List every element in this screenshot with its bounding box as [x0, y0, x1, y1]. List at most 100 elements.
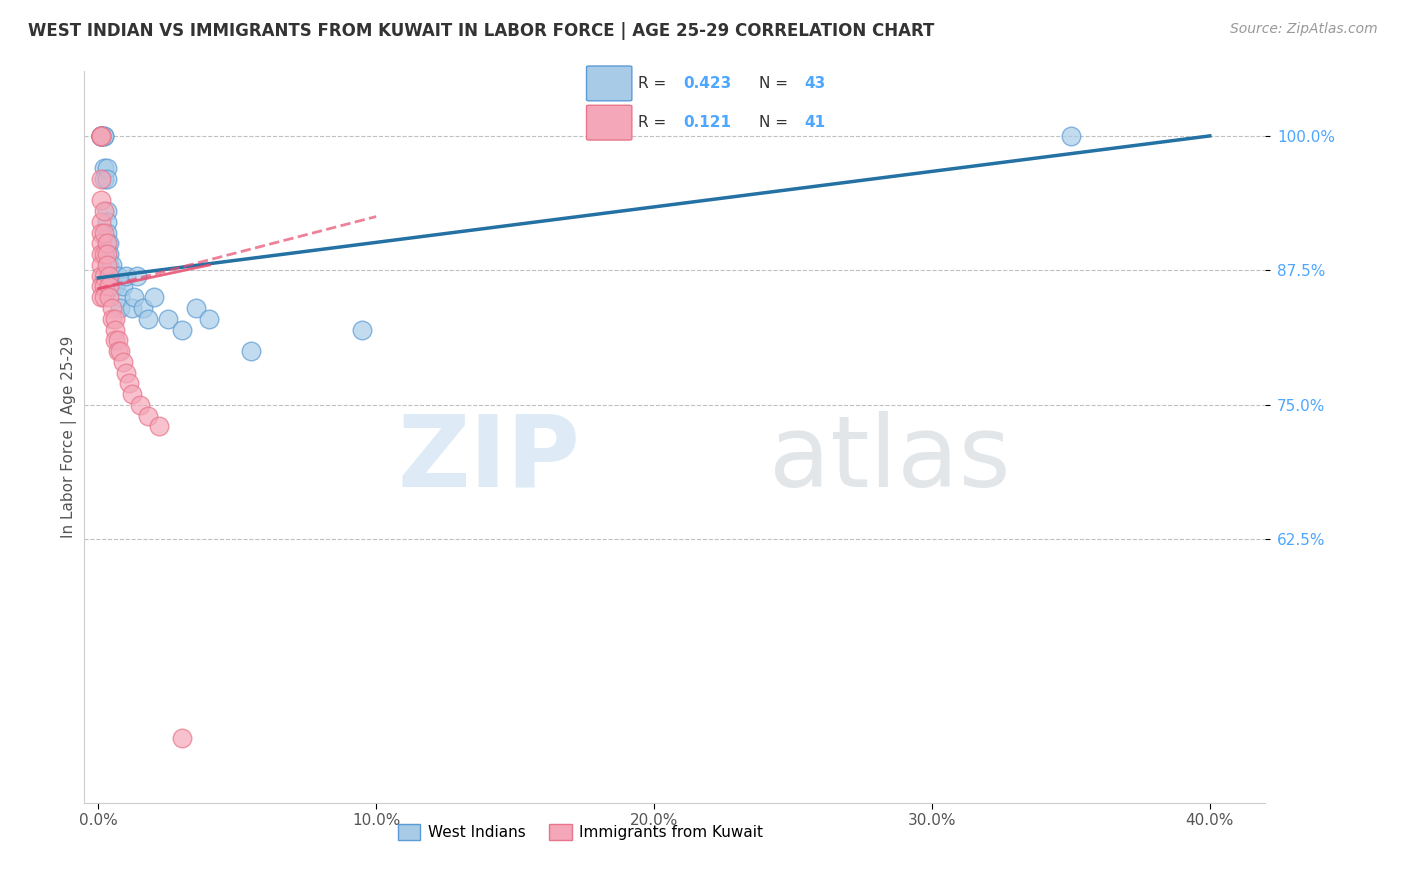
Point: [101, 279, 124, 293]
Point: [156, 311, 179, 326]
Point: [101, 258, 124, 272]
Point: [93, 161, 115, 176]
Point: [101, 301, 124, 315]
Point: [129, 398, 152, 412]
Point: [93, 128, 115, 143]
Point: [93, 172, 115, 186]
Point: [90, 279, 112, 293]
Point: [127, 268, 149, 283]
Point: [104, 279, 127, 293]
Point: [93, 128, 115, 143]
Point: [115, 366, 138, 380]
Point: [90, 128, 112, 143]
Point: [96, 236, 118, 251]
Point: [104, 311, 127, 326]
Point: [90, 128, 112, 143]
Point: [110, 290, 132, 304]
Point: [136, 311, 159, 326]
Point: [96, 215, 118, 229]
Point: [148, 419, 170, 434]
Point: [90, 128, 112, 143]
Point: [107, 344, 129, 359]
Point: [184, 301, 207, 315]
Point: [96, 247, 118, 261]
Point: [132, 301, 155, 315]
Y-axis label: In Labor Force | Age 25-29: In Labor Force | Age 25-29: [62, 336, 77, 538]
Point: [90, 236, 112, 251]
Point: [107, 268, 129, 283]
Point: [98, 290, 121, 304]
Text: R =: R =: [638, 76, 671, 91]
Text: 41: 41: [804, 115, 825, 130]
Point: [142, 290, 165, 304]
Point: [352, 322, 374, 336]
Point: [93, 290, 115, 304]
Text: ZIP: ZIP: [398, 410, 581, 508]
Point: [170, 731, 193, 746]
Point: [101, 311, 124, 326]
Point: [96, 247, 118, 261]
Text: N =: N =: [759, 115, 793, 130]
Point: [90, 128, 112, 143]
Point: [112, 355, 135, 369]
Point: [90, 194, 112, 208]
Point: [198, 311, 221, 326]
Point: [90, 172, 112, 186]
Point: [96, 236, 118, 251]
Point: [136, 409, 159, 423]
Point: [93, 268, 115, 283]
Point: [93, 204, 115, 219]
Point: [90, 128, 112, 143]
Text: R =: R =: [638, 115, 671, 130]
Text: Source: ZipAtlas.com: Source: ZipAtlas.com: [1230, 22, 1378, 37]
Point: [90, 215, 112, 229]
Point: [110, 301, 132, 315]
Point: [96, 172, 118, 186]
Point: [93, 226, 115, 240]
Point: [96, 258, 118, 272]
Point: [98, 268, 121, 283]
Text: 0.121: 0.121: [683, 115, 731, 130]
Point: [170, 322, 193, 336]
Point: [107, 333, 129, 347]
Point: [118, 376, 141, 391]
Text: 43: 43: [804, 76, 825, 91]
Point: [121, 387, 143, 401]
Point: [90, 247, 112, 261]
Point: [112, 279, 135, 293]
Point: [93, 279, 115, 293]
Point: [98, 247, 121, 261]
Point: [98, 279, 121, 293]
Point: [101, 268, 124, 283]
Point: [98, 236, 121, 251]
Point: [240, 344, 263, 359]
Point: [1060, 128, 1083, 143]
FancyBboxPatch shape: [586, 105, 631, 140]
Point: [93, 247, 115, 261]
Point: [124, 290, 146, 304]
Text: atlas: atlas: [769, 410, 1011, 508]
Point: [104, 322, 127, 336]
Point: [90, 128, 112, 143]
Point: [110, 344, 132, 359]
Point: [104, 268, 127, 283]
FancyBboxPatch shape: [586, 66, 631, 101]
Point: [90, 128, 112, 143]
Point: [90, 128, 112, 143]
Text: 0.423: 0.423: [683, 76, 731, 91]
Point: [115, 268, 138, 283]
Point: [90, 226, 112, 240]
Text: N =: N =: [759, 76, 793, 91]
Point: [121, 301, 143, 315]
Point: [90, 290, 112, 304]
Point: [98, 258, 121, 272]
Point: [90, 128, 112, 143]
Point: [104, 333, 127, 347]
Point: [90, 268, 112, 283]
Text: WEST INDIAN VS IMMIGRANTS FROM KUWAIT IN LABOR FORCE | AGE 25-29 CORRELATION CHA: WEST INDIAN VS IMMIGRANTS FROM KUWAIT IN…: [28, 22, 935, 40]
Point: [90, 258, 112, 272]
Legend: West Indians, Immigrants from Kuwait: West Indians, Immigrants from Kuwait: [391, 818, 769, 847]
Point: [96, 226, 118, 240]
Point: [96, 204, 118, 219]
Point: [96, 161, 118, 176]
